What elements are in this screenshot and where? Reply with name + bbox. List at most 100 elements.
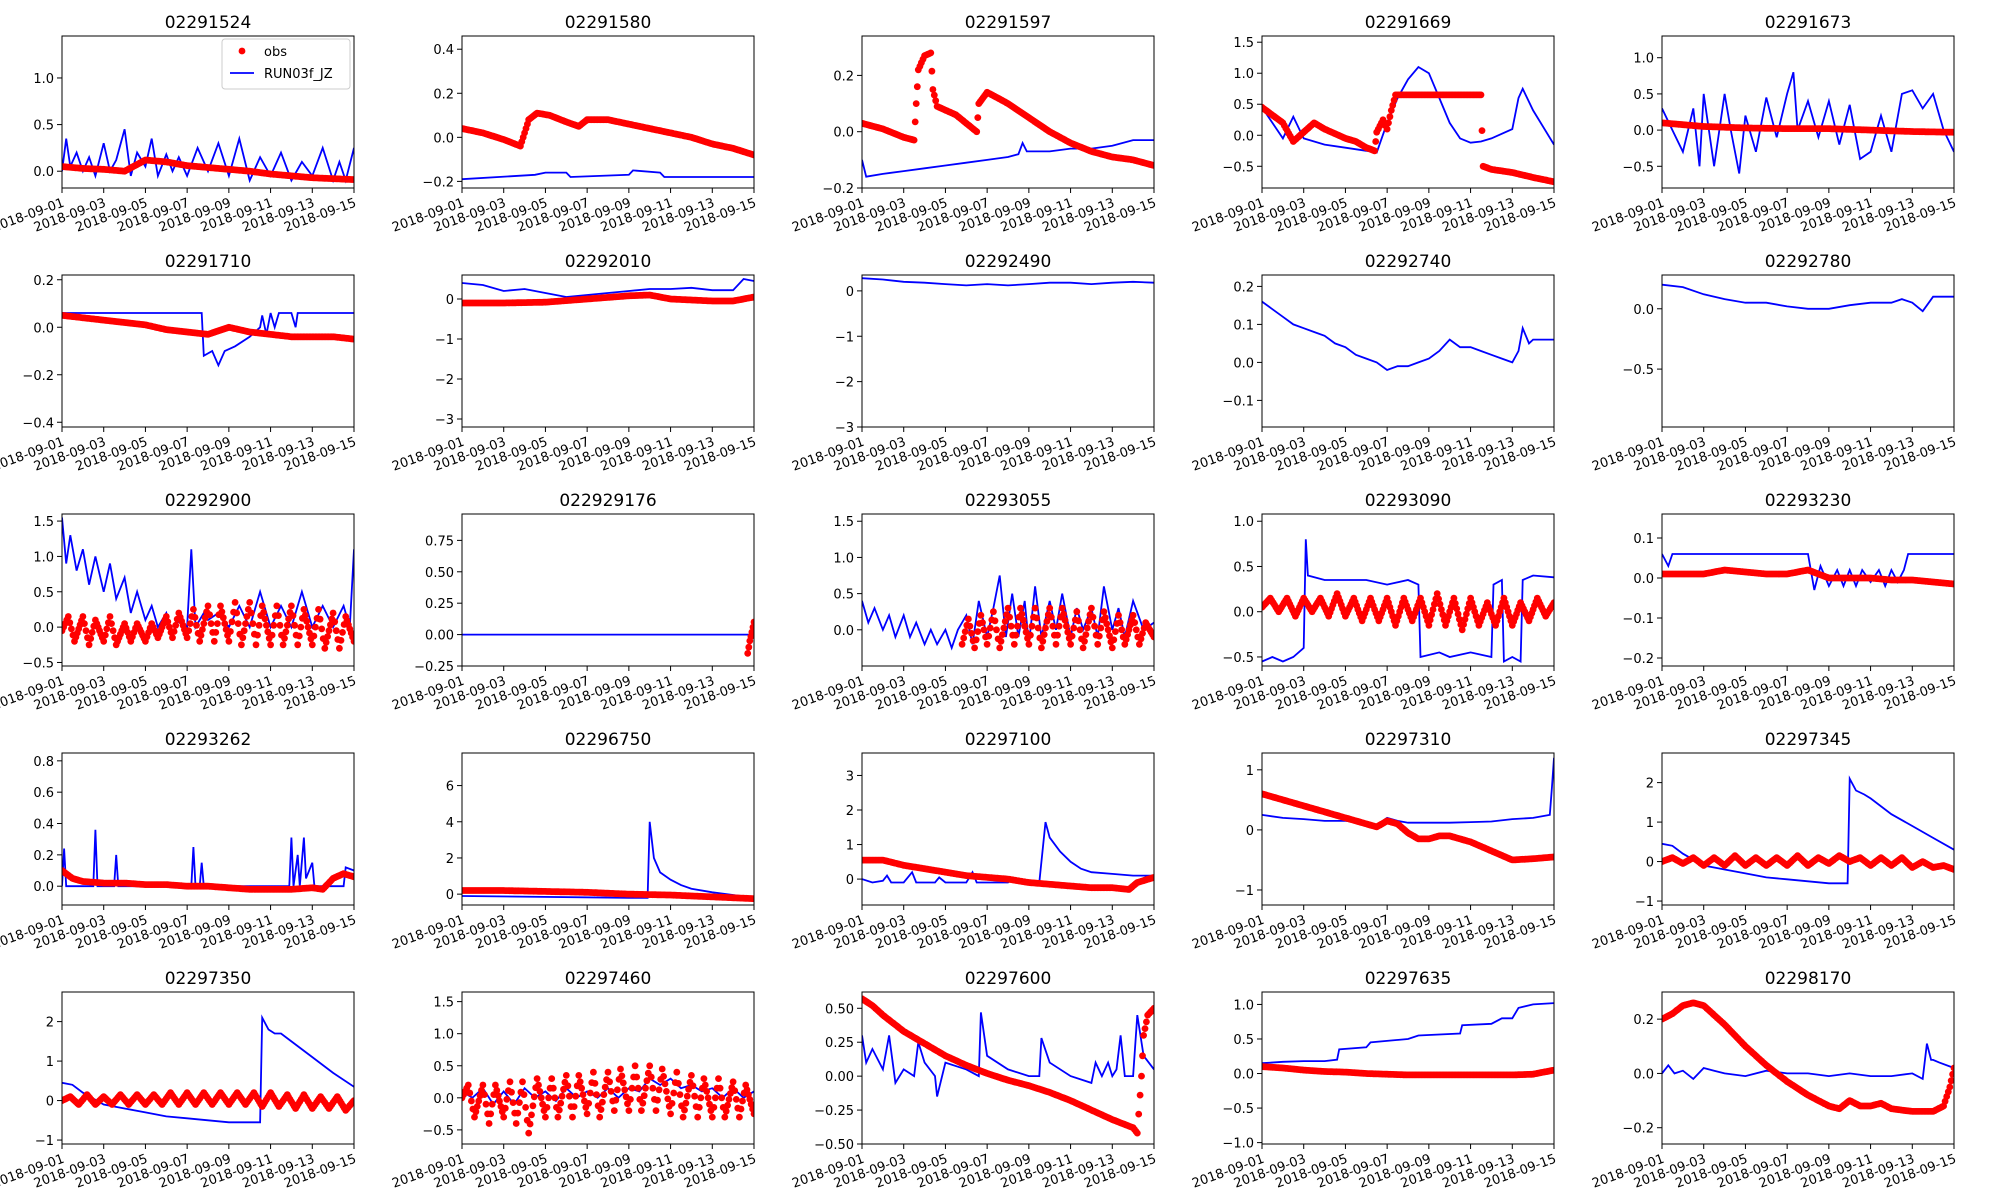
y-tick-label: 1.5 (1233, 36, 1254, 51)
y-tick-label: 0 (1646, 856, 1654, 871)
obs-point (172, 621, 180, 629)
obs-point (1064, 628, 1072, 636)
axes-frame (461, 35, 755, 189)
obs-point (210, 637, 218, 645)
subplot-02291669: 02291669−0.50.00.51.01.52018-09-012018-0… (1190, 13, 1558, 236)
obs-series (744, 618, 754, 657)
y-tick-label: 0.2 (433, 87, 454, 102)
obs-point (958, 640, 966, 648)
obs-point (1007, 622, 1015, 630)
obs-point (1091, 622, 1098, 630)
obs-point (322, 639, 330, 646)
obs-point (169, 634, 176, 642)
obs-point (508, 1088, 515, 1096)
axes-frame (461, 274, 755, 428)
obs-point (183, 634, 191, 642)
obs-point (506, 1078, 514, 1086)
subplot-title: 02292740 (1365, 252, 1452, 272)
obs-point (695, 1104, 703, 1111)
y-tick-label: 0.2 (1233, 280, 1254, 295)
obs-point (288, 602, 295, 610)
obs-point (1018, 610, 1026, 618)
obs-point (1000, 624, 1008, 632)
obs-point (282, 628, 290, 636)
obs-point (710, 1104, 718, 1111)
subplot-02297635: 02297635−1.0−0.50.00.51.02018-09-012018-… (1190, 969, 1558, 1192)
obs-point (606, 1078, 613, 1086)
axes-frame (861, 513, 1155, 667)
obs-point (481, 1091, 488, 1098)
obs-point (537, 1094, 545, 1102)
y-tick-label: 0 (846, 873, 854, 888)
obs-point (679, 1113, 687, 1121)
obs-point (991, 617, 999, 625)
obs-point (350, 176, 354, 183)
y-tick-label: 0.00 (425, 629, 454, 644)
obs-point (1136, 640, 1143, 648)
obs-point (258, 602, 266, 610)
plot-area (62, 1014, 354, 1124)
obs-point (652, 1107, 660, 1114)
obs-point (1043, 618, 1051, 625)
obs-series (862, 856, 1154, 893)
y-tick-label: 0.0 (433, 131, 454, 146)
obs-point (350, 1097, 354, 1104)
obs-point (638, 1107, 645, 1114)
y-tick-label: −1.0 (1222, 1137, 1254, 1152)
legend-label: obs (264, 45, 287, 60)
axes-frame (1261, 991, 1555, 1145)
axes-frame (61, 752, 355, 906)
axes-frame (861, 35, 1155, 189)
obs-point (321, 644, 329, 652)
obs-point (1010, 640, 1018, 648)
obs-point (972, 636, 980, 644)
obs-point (558, 1092, 566, 1100)
obs-point (1079, 644, 1087, 652)
y-tick-label: −0.50 (814, 1138, 854, 1153)
obs-point (1950, 1064, 1954, 1072)
obs-point (1150, 1004, 1154, 1012)
obs-point (276, 621, 284, 629)
y-tick-label: 0.0 (1233, 129, 1254, 144)
obs-point (631, 1062, 639, 1070)
y-tick-label: 0.4 (433, 43, 454, 58)
obs-point (197, 632, 205, 639)
axes-frame (1661, 274, 1955, 428)
y-tick-label: 1.0 (33, 550, 54, 565)
obs-point (625, 1107, 633, 1114)
obs-point (501, 1104, 509, 1112)
obs-point (1115, 611, 1122, 619)
obs-point (591, 1080, 599, 1087)
y-tick-label: −0.25 (814, 1104, 854, 1119)
obs-point (1132, 626, 1140, 634)
y-tick-label: 1.5 (833, 515, 854, 530)
obs-point (974, 628, 982, 635)
y-tick-label: −0.5 (22, 656, 54, 671)
plot-area (62, 312, 354, 368)
obs-point (528, 1111, 535, 1119)
obs-point (731, 1087, 739, 1094)
obs-point (654, 1096, 661, 1104)
obs-point (519, 1078, 526, 1086)
legend-label: RUN03f_JZ (264, 67, 333, 82)
obs-series (62, 867, 354, 893)
subplot-title: 02297460 (565, 969, 652, 989)
axes-frame (61, 991, 355, 1145)
obs-point (246, 599, 254, 606)
y-tick-label: −0.2 (22, 369, 54, 384)
y-tick-label: 0.8 (33, 755, 54, 770)
model-series-line (62, 129, 354, 184)
obs-point (516, 1099, 523, 1106)
obs-point (196, 637, 204, 645)
subplot-02292900: 02292900−0.50.00.51.01.52018-09-012018-0… (0, 491, 358, 714)
legend-obs-marker (238, 47, 246, 55)
plot-area (462, 618, 754, 657)
obs-point (87, 635, 95, 642)
obs-point (1110, 636, 1118, 644)
obs-point (689, 1082, 697, 1090)
subplot-02291710: 02291710−0.4−0.20.00.22018-09-012018-09-… (0, 252, 358, 475)
obs-point (718, 1094, 726, 1102)
axes-frame (1661, 513, 1955, 667)
obs-series (1262, 91, 1554, 186)
obs-point (88, 629, 96, 636)
